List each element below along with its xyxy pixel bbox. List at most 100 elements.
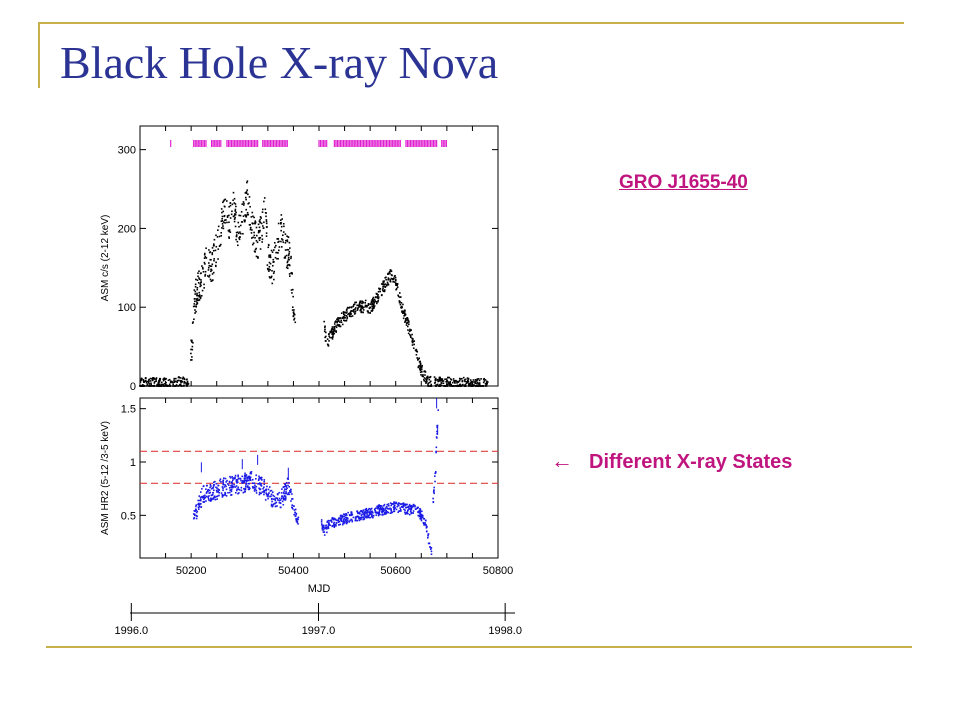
count-rate-point [360, 306, 363, 309]
count-rate-point [419, 364, 422, 366]
hardness-ratio-point [344, 514, 347, 517]
hardness-ratio-point [271, 500, 273, 503]
count-rate-point [162, 383, 164, 386]
count-rate-point [246, 181, 248, 184]
hardness-ratio-point [282, 486, 285, 488]
count-rate-point [477, 378, 480, 380]
count-rate-point [360, 311, 363, 314]
hardness-ratio-point [385, 506, 388, 508]
count-rate-point [454, 381, 456, 384]
hardness-ratio-point [224, 477, 227, 480]
count-rate-point [222, 227, 225, 230]
count-rate-point [197, 282, 200, 284]
hardness-ratio-point [387, 503, 390, 505]
count-rate-point [157, 381, 160, 384]
count-rate-point [220, 208, 223, 210]
hardness-ratio-point [322, 524, 325, 527]
count-rate-point [191, 322, 194, 324]
hardness-ratio-point [293, 509, 296, 511]
count-rate-point [284, 233, 287, 235]
hardness-ratio-point [196, 515, 198, 518]
count-rate-point [186, 380, 189, 383]
hardness-ratio-point [420, 516, 423, 518]
count-rate-point [433, 376, 436, 378]
count-rate-point [379, 290, 382, 293]
count-rate-point [451, 385, 453, 387]
count-rate-point [393, 281, 396, 283]
hardness-ratio-point [347, 511, 349, 514]
hardness-ratio-point [246, 485, 249, 487]
count-rate-point [281, 239, 284, 241]
hardness-ratio-point [244, 474, 246, 477]
count-rate-point [324, 336, 326, 339]
hardness-ratio-point [362, 516, 365, 518]
count-rate-point [334, 330, 337, 332]
hardness-ratio-point [221, 494, 224, 497]
count-rate-point [196, 288, 199, 291]
count-rate-point [291, 292, 293, 294]
count-rate-point [194, 309, 196, 311]
count-rate-point [141, 384, 143, 387]
count-rate-point [234, 203, 237, 205]
count-rate-point [204, 273, 207, 276]
count-rate-point [438, 385, 441, 387]
count-rate-point [226, 221, 228, 224]
hardness-ratio-point [381, 514, 383, 516]
count-rate-point [400, 306, 402, 309]
hardness-ratio-point [258, 478, 260, 480]
count-rate-point [326, 338, 329, 340]
count-rate-point [242, 215, 245, 217]
count-rate-point [361, 301, 364, 303]
count-rate-point [459, 385, 461, 387]
hardness-ratio-point [430, 550, 433, 553]
hardness-ratio-point [198, 502, 200, 505]
count-rate-point [211, 253, 214, 256]
count-rate-point [420, 368, 423, 371]
count-rate-point [234, 213, 237, 216]
count-rate-point [330, 329, 333, 331]
hardness-ratio-point [366, 511, 369, 514]
hardness-ratio-point [288, 490, 291, 492]
hardness-ratio-point [209, 499, 212, 502]
y-tick-label: 1.5 [121, 404, 136, 416]
count-rate-point [257, 231, 260, 234]
count-rate-point [217, 229, 219, 231]
hardness-ratio-point [409, 507, 412, 509]
count-rate-point [366, 305, 368, 308]
count-rate-point [190, 359, 192, 361]
hardness-ratio-point [257, 482, 259, 485]
count-rate-point [469, 384, 471, 387]
hardness-ratio-point [245, 483, 247, 485]
count-rate-point [425, 378, 427, 380]
count-rate-point [156, 383, 158, 386]
count-rate-point [253, 234, 256, 237]
hardness-ratio-point [250, 471, 253, 473]
source-name-link[interactable]: GRO J1655-40 [619, 172, 748, 193]
count-rate-point [406, 316, 409, 319]
count-rate-point [147, 379, 150, 382]
hardness-ratio-point [272, 503, 275, 505]
hardness-ratio-point [202, 485, 205, 488]
count-rate-point [252, 242, 255, 244]
count-rate-point [404, 317, 407, 320]
count-rate-point [461, 377, 463, 380]
hardness-ratio-point [271, 491, 274, 494]
hardness-ratio-point [361, 516, 363, 519]
count-rate-point [197, 294, 200, 297]
hardness-ratio-point [260, 483, 263, 485]
count-rate-point [343, 319, 345, 322]
count-rate-point [444, 378, 446, 381]
hardness-ratio-point [232, 485, 235, 488]
count-rate-point [208, 251, 211, 254]
hardness-ratio-point [427, 533, 430, 535]
hardness-ratio-point [270, 489, 273, 492]
hardness-ratio-point [248, 482, 250, 485]
hardness-ratio-point [275, 501, 278, 504]
hardness-ratio-point [203, 497, 206, 499]
count-rate-point [229, 202, 232, 204]
hardness-ratio-point [393, 501, 395, 503]
hardness-ratio-point [382, 507, 385, 510]
hardness-ratio-point [371, 516, 374, 519]
hardness-ratio-point [245, 475, 247, 478]
hardness-ratio-point [410, 512, 413, 515]
